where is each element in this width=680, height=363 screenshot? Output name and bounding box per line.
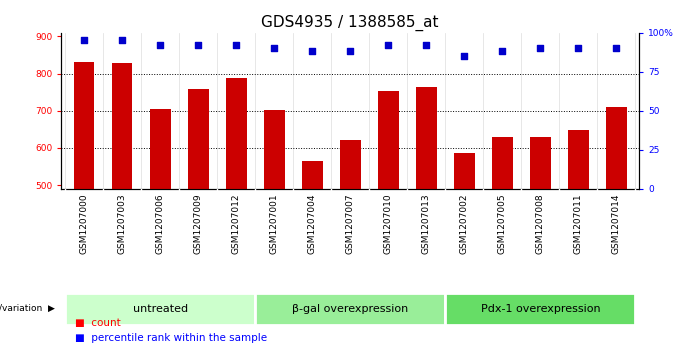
Bar [378, 91, 398, 363]
Point [421, 42, 432, 48]
Bar [264, 110, 285, 363]
Text: GSM1207002: GSM1207002 [460, 194, 469, 254]
Text: Pdx-1 overexpression: Pdx-1 overexpression [481, 303, 600, 314]
Bar [188, 89, 209, 363]
Point [497, 49, 508, 54]
Text: GSM1207009: GSM1207009 [194, 194, 203, 254]
FancyBboxPatch shape [255, 293, 445, 325]
Bar [340, 140, 360, 363]
Text: GSM1207005: GSM1207005 [498, 194, 507, 254]
Title: GDS4935 / 1388585_at: GDS4935 / 1388585_at [261, 15, 439, 31]
Text: GSM1207008: GSM1207008 [536, 194, 545, 254]
Point [307, 49, 318, 54]
Text: GSM1207012: GSM1207012 [232, 194, 241, 254]
FancyBboxPatch shape [65, 293, 255, 325]
Point [79, 37, 90, 43]
Point [573, 45, 584, 51]
Text: GSM1207006: GSM1207006 [156, 194, 165, 254]
Text: GSM1207013: GSM1207013 [422, 194, 430, 254]
Point [231, 42, 241, 48]
Text: GSM1207014: GSM1207014 [612, 194, 621, 254]
Point [611, 45, 622, 51]
Text: untreated: untreated [133, 303, 188, 314]
Point [345, 49, 356, 54]
Bar [530, 137, 551, 363]
Point [535, 45, 546, 51]
Point [459, 53, 470, 59]
Text: GSM1207004: GSM1207004 [307, 194, 317, 254]
Point [192, 42, 203, 48]
Bar [415, 86, 437, 363]
Text: GSM1207007: GSM1207007 [345, 194, 355, 254]
Bar [73, 62, 95, 363]
Bar [568, 130, 589, 363]
FancyBboxPatch shape [445, 293, 635, 325]
Bar [454, 154, 475, 363]
Bar [150, 109, 171, 363]
Text: ■  count: ■ count [75, 318, 120, 328]
Text: ■  percentile rank within the sample: ■ percentile rank within the sample [75, 333, 267, 343]
Text: GSM1207011: GSM1207011 [574, 194, 583, 254]
Text: GSM1207000: GSM1207000 [80, 194, 88, 254]
Point [269, 45, 279, 51]
Bar [226, 78, 247, 363]
Bar [606, 107, 627, 363]
Text: GSM1207001: GSM1207001 [270, 194, 279, 254]
Text: GSM1207010: GSM1207010 [384, 194, 393, 254]
Text: β-gal overexpression: β-gal overexpression [292, 303, 408, 314]
Text: genotype/variation  ▶: genotype/variation ▶ [0, 304, 54, 313]
Bar [112, 63, 133, 363]
Text: GSM1207003: GSM1207003 [118, 194, 126, 254]
Point [383, 42, 394, 48]
Point [116, 37, 127, 43]
Bar [302, 161, 322, 363]
Point [154, 42, 165, 48]
Bar [492, 137, 513, 363]
